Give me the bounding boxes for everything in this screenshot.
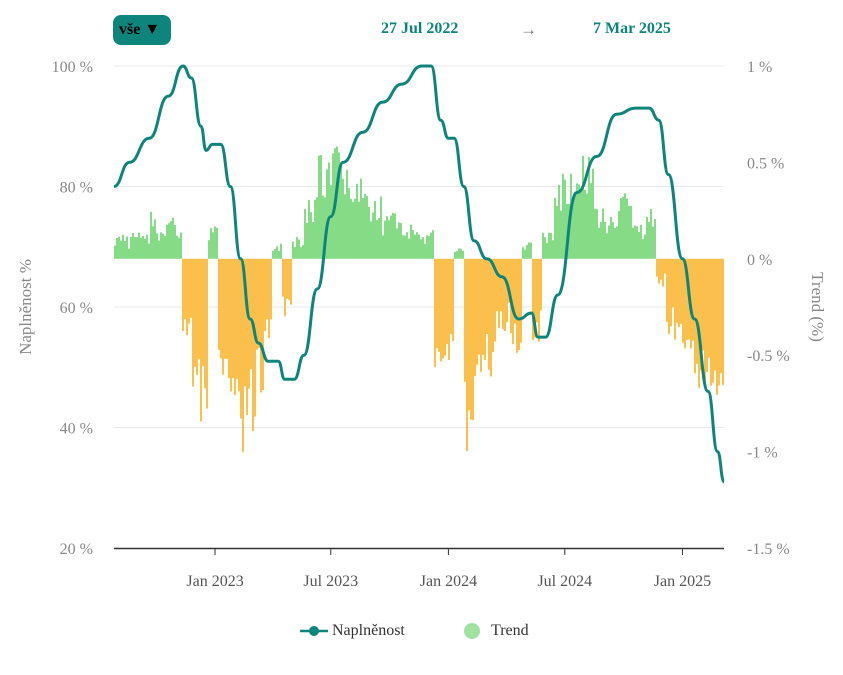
y-right-tick-label: 0 % bbox=[747, 252, 772, 269]
y-left-tick-label: 40 % bbox=[60, 421, 93, 438]
x-tick-label: Jul 2023 bbox=[303, 573, 358, 590]
date-to[interactable]: 7 Mar 2025 bbox=[593, 20, 671, 37]
y-left-axis-title: Naplněnost % bbox=[16, 259, 35, 355]
y-right-tick-label: 0.5 % bbox=[747, 155, 784, 172]
line-marker-icon bbox=[300, 626, 328, 636]
x-tick-label: Jan 2023 bbox=[186, 573, 243, 590]
trend-bars bbox=[114, 146, 724, 453]
y-left-tick-label: 20 % bbox=[60, 541, 93, 558]
fill-level-line bbox=[113, 64, 726, 484]
x-tick-label: Jul 2024 bbox=[537, 573, 592, 590]
legend-item-trend[interactable]: Trend bbox=[463, 622, 529, 640]
y-right-tick-label: -1 % bbox=[747, 445, 778, 462]
chart-area: 20 % 40 % 60 % 80 % 100 % -1.5 % -1 % -0.5 % 0 %… bbox=[16, 59, 827, 590]
y-right-axis-title: Trend (%) bbox=[808, 272, 827, 342]
circle-marker-icon bbox=[464, 623, 480, 639]
legend-item-naplnenost[interactable]: Naplněnost bbox=[300, 622, 405, 640]
y-right-tick-label: -1.5 % bbox=[747, 541, 790, 558]
y-left-tick-label: 60 % bbox=[60, 300, 93, 317]
arrow-right-icon: → bbox=[520, 20, 537, 39]
y-right-tick-label: 1 % bbox=[747, 59, 772, 76]
legend: Naplněnost Trend bbox=[0, 622, 843, 646]
legend-label-naplnenost: Naplněnost bbox=[332, 622, 405, 639]
range-select-button[interactable]: vše ▼ bbox=[113, 15, 171, 45]
axes: 20 % 40 % 60 % 80 % 100 % -1.5 % -1 % -0.5 % 0 %… bbox=[16, 59, 827, 590]
y-left-tick-label: 100 % bbox=[52, 59, 93, 76]
fill-level-series bbox=[113, 64, 726, 484]
legend-label-trend: Trend bbox=[491, 622, 529, 639]
y-left-tick-label: 80 % bbox=[60, 180, 93, 197]
x-tick-label: Jan 2024 bbox=[420, 573, 477, 590]
date-from[interactable]: 27 Jul 2022 bbox=[381, 20, 459, 37]
x-tick-label: Jan 2025 bbox=[654, 573, 711, 590]
y-right-tick-label: -0.5 % bbox=[747, 348, 790, 365]
